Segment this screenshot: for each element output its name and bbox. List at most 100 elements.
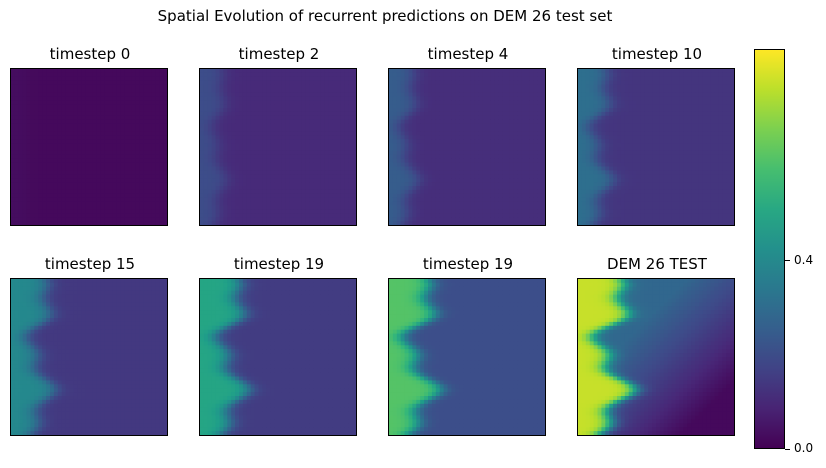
heatmap-cell	[65, 193, 70, 199]
heatmap-cell	[85, 147, 90, 152]
heatmap-cell	[285, 84, 291, 89]
heatmap-cell	[250, 166, 256, 171]
heatmap-cell	[57, 197, 63, 203]
heatmap-cell	[274, 217, 279, 222]
heatmap-cell	[320, 104, 326, 109]
heatmap-cell	[135, 162, 141, 167]
heatmap-cell	[439, 119, 445, 125]
heatmap-cell	[412, 143, 417, 148]
heatmap-cell	[211, 147, 217, 152]
heatmap-cell	[155, 205, 160, 210]
heatmap-cell	[451, 84, 456, 89]
heatmap-cell	[459, 84, 464, 89]
heatmap-cell	[96, 189, 102, 195]
heatmap-cell	[57, 84, 63, 89]
heatmap-cell	[320, 80, 326, 86]
heatmap-cell	[301, 170, 306, 175]
heatmap-cell	[404, 119, 409, 125]
heatmap-cell	[404, 221, 409, 225]
heatmap-cell	[301, 158, 306, 164]
heatmap-cell	[131, 143, 137, 148]
heatmap-cell	[155, 174, 160, 179]
heatmap-cell	[207, 154, 213, 160]
heatmap-cell	[404, 127, 409, 132]
heatmap-cell	[404, 158, 409, 164]
heatmap-cell	[490, 111, 495, 117]
heatmap-cell	[494, 158, 499, 164]
heatmap-cell	[490, 80, 495, 86]
heatmap-cell	[85, 96, 90, 101]
heatmap-cell	[200, 221, 205, 225]
heatmap-cell	[443, 158, 448, 164]
heatmap-cell	[513, 135, 519, 140]
heatmap-cell	[601, 72, 606, 78]
heatmap-cell	[69, 217, 74, 222]
heatmap-cell	[163, 108, 167, 113]
heatmap-cell	[57, 96, 63, 101]
heatmap-cell	[305, 182, 310, 187]
heatmap-cell	[116, 182, 121, 187]
heatmap-cell	[239, 115, 244, 121]
heatmap-cell	[313, 150, 318, 156]
heatmap-cell	[352, 76, 356, 82]
heatmap-cell	[428, 189, 433, 195]
heatmap-cell	[502, 170, 507, 175]
heatmap-cell	[541, 72, 545, 78]
heatmap-cell	[128, 209, 133, 214]
heatmap-cell	[428, 166, 433, 171]
heatmap-cell	[537, 72, 542, 78]
heatmap-cell	[128, 96, 133, 101]
heatmap-cell	[313, 96, 318, 101]
heatmap-cell	[474, 193, 480, 199]
heatmap-cell	[258, 123, 263, 128]
heatmap-cell	[163, 150, 167, 156]
heatmap-cell	[42, 88, 47, 93]
heatmap-cell	[100, 72, 106, 78]
heatmap-cell	[301, 115, 306, 121]
heatmap-cell	[231, 92, 236, 97]
heatmap-cell	[486, 139, 491, 144]
heatmap-cell	[65, 178, 70, 183]
heatmap-cell	[463, 201, 468, 206]
heatmap-cell	[143, 88, 148, 93]
heatmap-cell	[502, 76, 507, 82]
heatmap-cell	[533, 213, 538, 218]
heatmap-cell	[470, 84, 476, 89]
heatmap-cell	[439, 111, 445, 117]
heatmap-cell	[533, 166, 538, 171]
heatmap-cell	[435, 166, 441, 171]
heatmap-cell	[502, 143, 507, 148]
heatmap-cell	[408, 209, 413, 214]
heatmap-cell	[73, 119, 78, 125]
heatmap-cell	[537, 205, 542, 210]
heatmap-cell	[239, 201, 244, 206]
heatmap-cell	[274, 193, 279, 199]
heatmap-cell	[11, 158, 16, 164]
heatmap-cell	[581, 84, 587, 89]
heatmap-cell	[529, 76, 534, 82]
heatmap-cell	[305, 221, 310, 225]
heatmap-cell	[77, 193, 82, 199]
heatmap-cell	[100, 135, 106, 140]
heatmap-cell	[254, 158, 259, 164]
heatmap-cell	[320, 186, 326, 191]
heatmap-cell	[344, 123, 349, 128]
heatmap-cell	[490, 143, 495, 148]
heatmap-cell	[147, 147, 152, 152]
heatmap-cell	[502, 111, 507, 117]
heatmap-cell	[239, 69, 244, 74]
heatmap-cell	[412, 209, 417, 214]
heatmap-cell	[69, 186, 74, 191]
heatmap-cell	[498, 205, 503, 210]
heatmap-cell	[262, 221, 267, 225]
heatmap-cell	[332, 84, 337, 89]
heatmap-cell	[490, 197, 495, 203]
heatmap-cell	[513, 111, 519, 117]
heatmap-cell	[270, 84, 275, 89]
heatmap-cell	[420, 96, 425, 101]
heatmap-cell	[428, 104, 433, 109]
heatmap-cell	[18, 186, 24, 191]
heatmap-cell	[541, 115, 545, 121]
heatmap-cell	[11, 119, 16, 125]
heatmap-cell	[128, 193, 133, 199]
